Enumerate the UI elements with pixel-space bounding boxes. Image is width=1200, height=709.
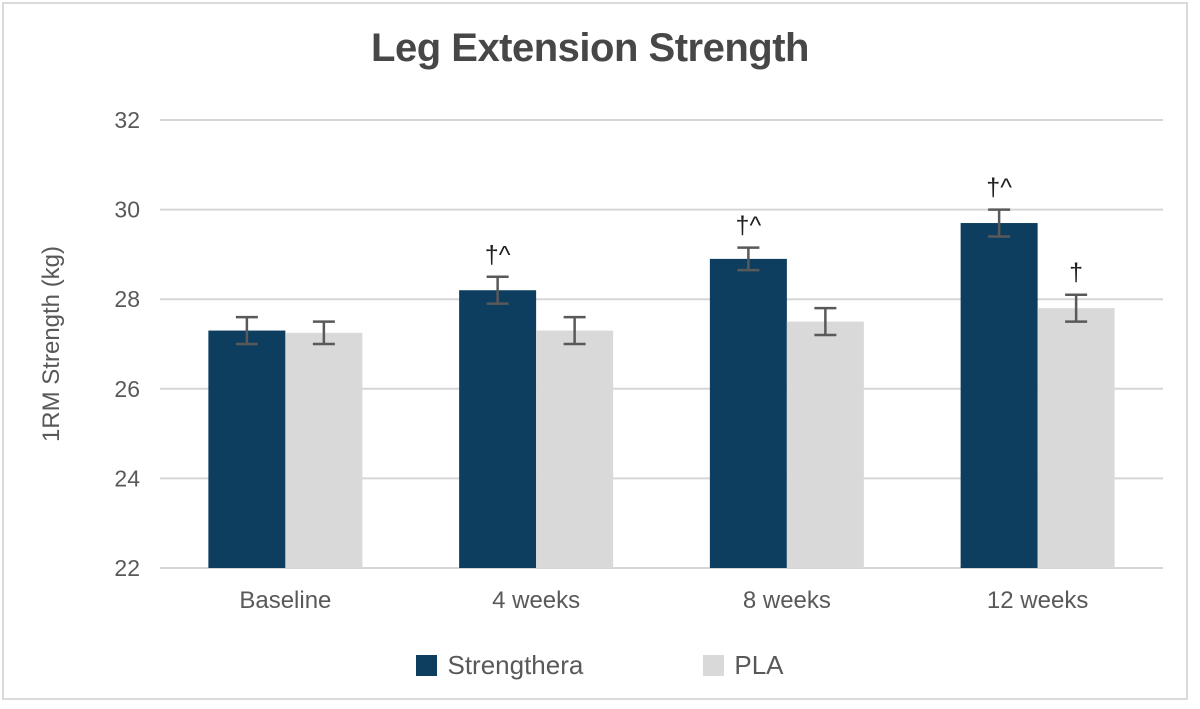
significance-annotation: †^ <box>986 174 1012 202</box>
bar-strengthera <box>459 290 537 568</box>
bar-strengthera <box>960 223 1038 569</box>
legend: Strengthera PLA <box>0 650 1200 681</box>
bar-pla <box>285 332 363 568</box>
legend-label: PLA <box>734 650 784 680</box>
significance-annotation: †^ <box>485 241 511 269</box>
legend-swatch-strengthera <box>416 655 438 676</box>
chart-title: Leg Extension Strength <box>371 26 809 70</box>
legend-swatch-pla <box>703 655 725 676</box>
significance-annotation: †^ <box>736 212 762 240</box>
bar-pla <box>1037 308 1115 568</box>
x-category-label: Baseline <box>239 587 331 614</box>
bar-pla <box>536 330 614 568</box>
legend-item-pla: PLA <box>703 650 784 681</box>
x-category-label: 8 weeks <box>743 587 831 614</box>
legend-item-strengthera: Strengthera <box>416 650 583 681</box>
y-tick-label: 24 <box>114 465 140 491</box>
bar-strengthera <box>208 330 286 568</box>
bar-pla <box>786 321 864 568</box>
bar-strengthera <box>709 258 787 568</box>
x-category-label: 12 weeks <box>987 587 1088 614</box>
y-tick-label: 32 <box>114 107 140 133</box>
significance-annotation: † <box>1069 259 1083 287</box>
y-tick-label: 30 <box>114 197 140 223</box>
legend-label: Strengthera <box>447 650 584 680</box>
y-tick-label: 26 <box>114 376 140 402</box>
y-tick-label: 28 <box>114 286 140 312</box>
y-tick-label: 22 <box>114 555 140 581</box>
x-category-label: 4 weeks <box>492 587 580 614</box>
